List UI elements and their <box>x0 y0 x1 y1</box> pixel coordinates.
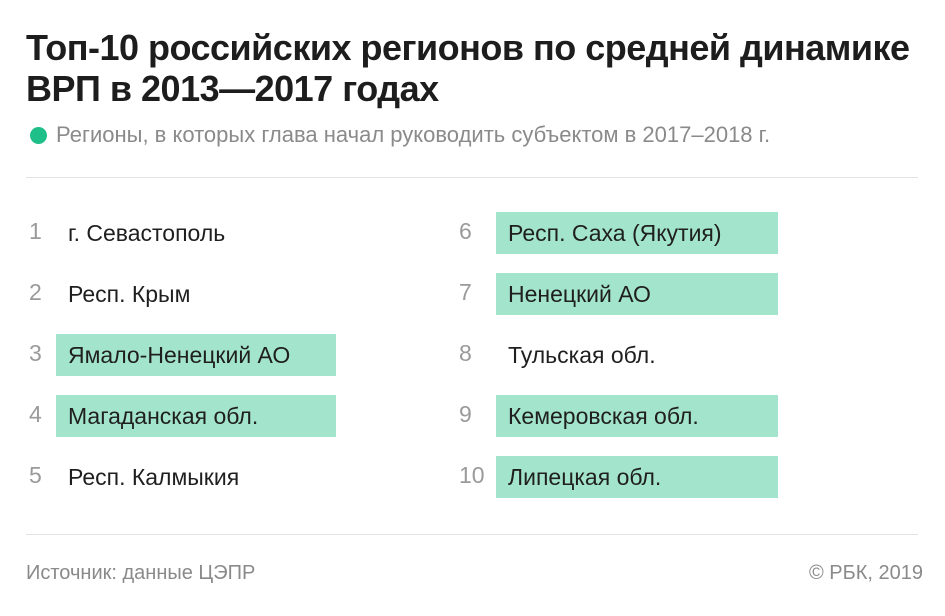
region: г. Севастополь <box>68 220 226 246</box>
region-highlighted: Респ. Саха (Якутия) <box>496 212 778 254</box>
top-divider <box>26 177 918 178</box>
rank-number: 3 <box>29 340 42 366</box>
rank-number: 1 <box>29 218 42 244</box>
legend-dot-icon <box>30 126 47 144</box>
region-highlighted: Магаданская обл. <box>56 395 336 437</box>
rank-number: 6 <box>459 218 472 244</box>
region-highlighted: Ненецкий АО <box>496 273 778 315</box>
chart-title: Топ-10 российских регионов по средней ди… <box>26 27 910 109</box>
region: Респ. Калмыкия <box>68 464 240 490</box>
rank-number: 9 <box>459 401 472 427</box>
rank-number: 2 <box>29 279 42 305</box>
region-highlighted: Кемеровская обл. <box>496 395 778 437</box>
rank-number: 10 <box>459 462 485 488</box>
bottom-divider <box>26 534 918 535</box>
region-highlighted: Липецкая обл. <box>496 456 778 498</box>
region-highlighted: Ямало-Ненецкий АО <box>56 334 336 376</box>
legend-label: Регионы, в которых глава начал руководит… <box>56 122 771 147</box>
rank-number: 5 <box>29 462 42 488</box>
copyright: © РБК, 2019 <box>808 562 923 584</box>
source-note: Источник: данные ЦЭПР <box>26 562 256 584</box>
rank-number: 8 <box>459 340 472 366</box>
legend: Регионы, в которых глава начал руководит… <box>30 122 770 148</box>
region: Респ. Крым <box>68 281 191 307</box>
rank-number: 4 <box>29 401 42 427</box>
rank-number: 7 <box>459 279 472 305</box>
region: Тульская обл. <box>508 342 656 368</box>
